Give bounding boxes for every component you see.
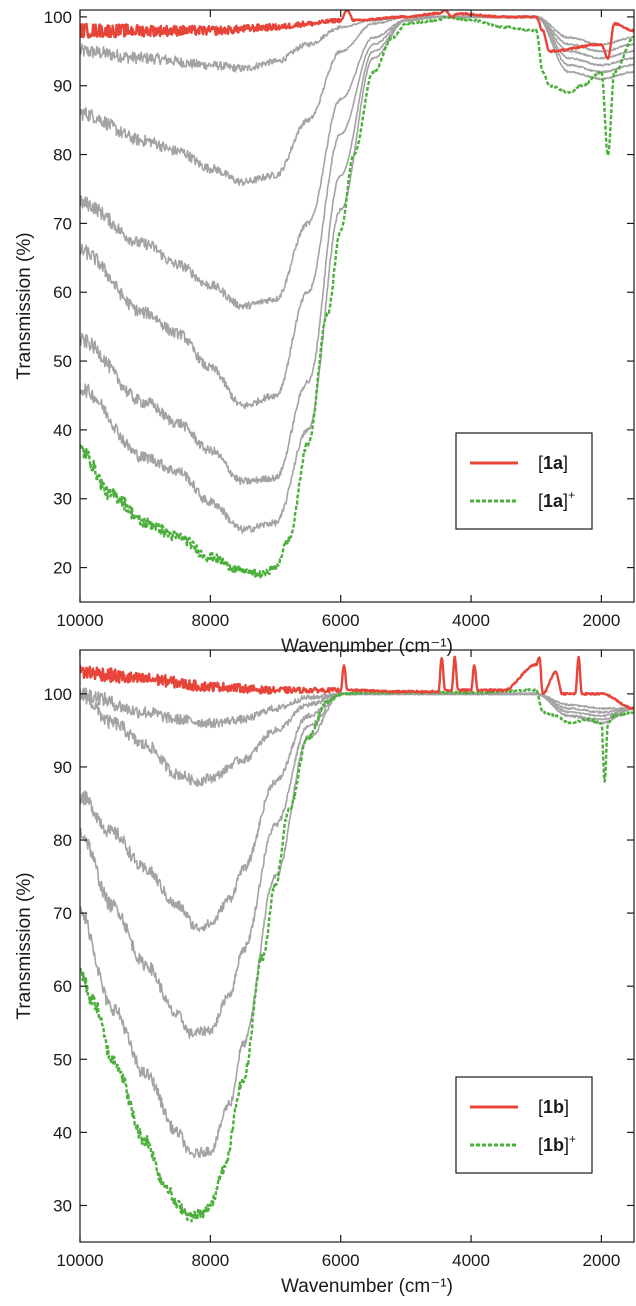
series-line-oxidized-6: [80, 688, 634, 1223]
y-tick-label: 50: [53, 1050, 72, 1069]
series-group: [80, 10, 634, 579]
series-line-intermediate-3: [80, 15, 634, 310]
series-line-intermediate-1: [80, 15, 634, 73]
top-panel: 10000 8000 6000 4000 2000 20 30 40 50 60 70 80 90 100…: [14, 8, 635, 657]
bottom-panel: 10000 8000 6000 4000 2000 30 40 50 60 70 80 90 100 Wa…: [14, 649, 635, 1297]
x-tick-label: 6000: [322, 611, 360, 630]
y-tick-label: 20: [53, 559, 72, 578]
series-line-oxidized-7: [80, 15, 634, 579]
series-line-intermediate-4: [80, 15, 634, 410]
x-axis-label: Wavenumber (cm⁻¹): [281, 636, 453, 657]
x-tick-label: 10000: [56, 1251, 103, 1270]
legend-label: [1a]+: [538, 488, 575, 511]
y-tick-label: 90: [53, 758, 72, 777]
y-tick-label: 70: [53, 214, 72, 233]
y-tick-label: 60: [53, 977, 72, 996]
legend-box: [455, 432, 593, 530]
y-tick-label: 80: [53, 146, 72, 165]
series-group: [80, 655, 634, 1223]
y-tick-label: 100: [44, 8, 72, 27]
legend-label: [1a]: [538, 453, 568, 473]
y-tick-label: 90: [53, 77, 72, 96]
x-tick-label: 4000: [452, 1251, 490, 1270]
y-tick-label: 30: [53, 1196, 72, 1215]
legend: [1b] [1b]+: [455, 1076, 593, 1174]
y-tick-label: 40: [53, 421, 72, 440]
x-axis-label: Wavenumber (cm⁻¹): [281, 1276, 453, 1297]
legend-label: [1b]+: [538, 1132, 576, 1155]
plot-frame: [79, 9, 635, 603]
series-line-intermediate-4: [80, 691, 634, 1039]
y-axis-label: Transmission (%): [14, 232, 35, 379]
x-tick-label: 8000: [191, 1251, 229, 1270]
y-axis-label: Transmission (%): [14, 872, 35, 1019]
legend-label: [1b]: [538, 1097, 569, 1117]
plot-frame: [79, 649, 635, 1243]
series-line-intermediate-6: [80, 15, 634, 534]
y-tick-label: 30: [53, 490, 72, 509]
x-tick-label: 2000: [582, 611, 620, 630]
series-line-neutral-0: [80, 655, 634, 711]
legend-box: [455, 1076, 593, 1174]
legend: [1a] [1a]+: [455, 432, 593, 530]
x-tick-label: 6000: [322, 1251, 360, 1270]
y-tick-label: 60: [53, 283, 72, 302]
series-line-intermediate-3: [80, 691, 634, 932]
x-tick-label: 2000: [582, 1251, 620, 1270]
x-tick-label: 4000: [452, 611, 490, 630]
x-tick-label: 8000: [191, 611, 229, 630]
y-tick-label: 100: [44, 685, 72, 704]
y-tick-label: 80: [53, 831, 72, 850]
x-tick-label: 10000: [56, 611, 103, 630]
y-tick-label: 40: [53, 1123, 72, 1142]
series-line-neutral-0: [80, 10, 634, 61]
y-tick-label: 70: [53, 904, 72, 923]
y-tick-label: 50: [53, 352, 72, 371]
